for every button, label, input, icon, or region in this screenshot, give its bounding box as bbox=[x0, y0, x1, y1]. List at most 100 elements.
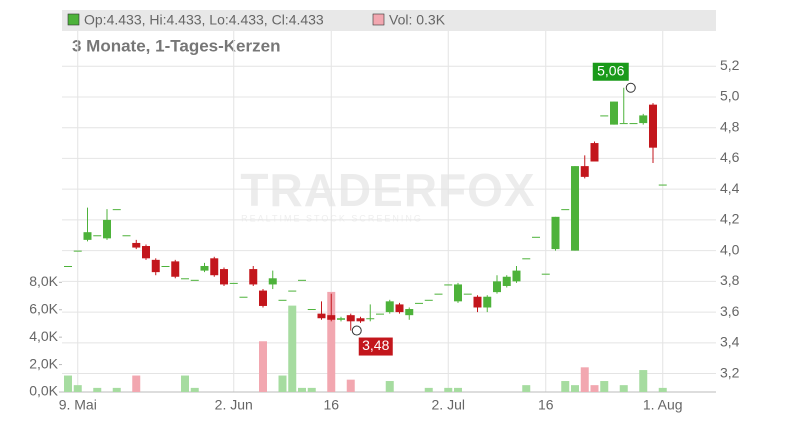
candle-body bbox=[346, 315, 355, 322]
y-tick-label: 4,2 bbox=[720, 211, 740, 227]
candle-body bbox=[434, 293, 443, 295]
candle-body bbox=[600, 115, 609, 117]
volume-bar bbox=[590, 385, 599, 392]
high-label: 5,06 bbox=[597, 62, 624, 78]
candle-body bbox=[532, 236, 540, 238]
volume-bar bbox=[93, 387, 102, 392]
x-tick-label: 1. Aug bbox=[643, 397, 683, 413]
candle-body bbox=[541, 273, 550, 275]
candle-body bbox=[561, 209, 570, 211]
low-marker bbox=[351, 325, 362, 336]
y-tick-label: 4,6 bbox=[720, 149, 740, 165]
volume-bar bbox=[444, 387, 453, 392]
candle-body bbox=[356, 318, 365, 322]
candle-body bbox=[376, 313, 384, 315]
candle-body bbox=[103, 219, 111, 239]
volume-bar bbox=[73, 385, 82, 392]
candle-body bbox=[502, 276, 511, 286]
y-tick-label: 4,8 bbox=[720, 118, 740, 134]
volume-bar bbox=[327, 291, 336, 392]
watermark-tagline: REALTIME STOCK SCREENING bbox=[241, 213, 423, 223]
volume-bar bbox=[298, 387, 306, 392]
y-tick-label: 3,4 bbox=[720, 334, 740, 350]
candle-body bbox=[571, 166, 579, 251]
volume-bar bbox=[424, 387, 433, 392]
y2-tick-label: 0,0K bbox=[29, 383, 58, 399]
candle-body bbox=[473, 296, 482, 308]
volume-bar bbox=[571, 385, 579, 392]
candle-body bbox=[658, 184, 667, 186]
volume-bar bbox=[346, 379, 355, 392]
volume-bar bbox=[385, 381, 394, 392]
volume-icon bbox=[372, 13, 385, 26]
candle-body bbox=[171, 261, 180, 277]
volume-bar bbox=[112, 387, 121, 392]
subtitle: 3 Monate, 1-Tages-Kerzen bbox=[72, 36, 280, 55]
candle-body bbox=[220, 269, 228, 285]
candle-body bbox=[307, 309, 316, 311]
y-tick-label: 3,6 bbox=[720, 303, 740, 319]
candle-body bbox=[239, 296, 248, 298]
y2-tick-label: 4,0K bbox=[29, 328, 58, 344]
candle-body bbox=[259, 290, 267, 306]
candle-body bbox=[649, 104, 657, 148]
candle-body bbox=[181, 278, 189, 280]
candle-body bbox=[463, 293, 472, 295]
volume-bar bbox=[259, 341, 267, 392]
volume-bar bbox=[561, 381, 570, 392]
candle-body bbox=[132, 242, 141, 248]
volume-bar bbox=[190, 387, 199, 392]
candle-body bbox=[93, 235, 102, 237]
x-tick-label: 16 bbox=[538, 397, 554, 413]
volume-bar bbox=[522, 385, 531, 392]
candle-body bbox=[639, 115, 648, 124]
ohlc-icon bbox=[67, 13, 80, 26]
candle-body bbox=[512, 270, 521, 282]
candle-body bbox=[249, 269, 258, 285]
candle-body bbox=[161, 265, 170, 267]
candle-body bbox=[268, 278, 277, 285]
candle-body bbox=[385, 301, 394, 313]
low-label-box bbox=[358, 337, 393, 356]
candle-body bbox=[551, 216, 560, 250]
candle-body bbox=[522, 258, 531, 260]
candle-body bbox=[483, 296, 492, 308]
candle-body bbox=[337, 318, 345, 320]
volume-bar bbox=[288, 305, 297, 392]
y2-tick-label: 6,0K bbox=[29, 300, 58, 316]
x-tick-label: 9. Mai bbox=[59, 397, 97, 413]
volume-bar bbox=[619, 385, 628, 392]
candle-body bbox=[151, 259, 160, 273]
candle-body bbox=[298, 279, 306, 281]
candle-body bbox=[288, 290, 297, 292]
candle-body bbox=[590, 143, 599, 162]
candle-body bbox=[122, 235, 131, 237]
candle-body bbox=[619, 123, 628, 125]
y-tick-label: 3,2 bbox=[720, 364, 740, 380]
y-tick-label: 4,4 bbox=[720, 180, 740, 196]
volume-bar bbox=[278, 375, 287, 392]
candle-body bbox=[629, 123, 638, 125]
candle-body bbox=[580, 166, 589, 177]
volume-bar bbox=[132, 375, 141, 392]
high-marker bbox=[625, 82, 636, 93]
volume-bar bbox=[658, 387, 667, 392]
candle-body bbox=[190, 279, 199, 281]
high-label-box bbox=[592, 62, 629, 81]
candle-body bbox=[278, 299, 287, 301]
candle-body bbox=[454, 284, 462, 302]
candle-body bbox=[444, 284, 453, 286]
volume-bar bbox=[181, 375, 189, 392]
candle-body bbox=[112, 209, 121, 211]
candle-body bbox=[610, 101, 618, 125]
candle-body bbox=[405, 309, 414, 316]
volume-bar bbox=[600, 381, 609, 392]
candle-body bbox=[73, 250, 82, 252]
candle-body bbox=[366, 318, 375, 320]
header-ohlc: Op:4.433, Hi:4.433, Lo:4.433, Cl:4.433 bbox=[84, 12, 324, 28]
candle-body bbox=[317, 313, 326, 319]
candle-body bbox=[142, 246, 150, 259]
y2-tick-label: 2,0K bbox=[29, 355, 58, 371]
